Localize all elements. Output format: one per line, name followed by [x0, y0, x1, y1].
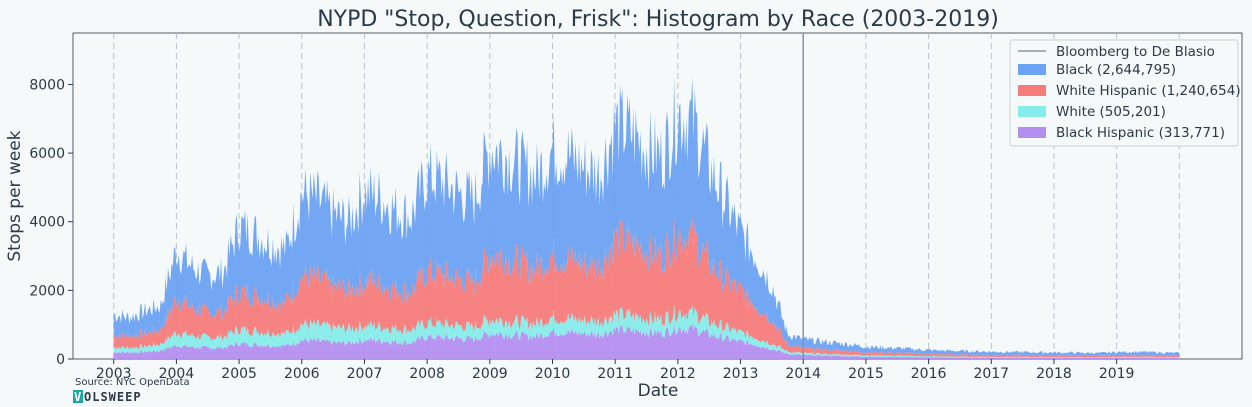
source-note: Source: NYC OpenData: [75, 377, 190, 388]
x-tick-label: 2005: [221, 366, 257, 382]
x-tick-label: 2016: [911, 366, 947, 382]
area-series-1: [113, 304, 1180, 359]
y-tick-label: 6000: [29, 146, 65, 162]
y-axis-ticks: 0 2000 4000 6000 8000: [29, 77, 73, 368]
y-tick-label: 2000: [29, 283, 65, 299]
y-axis-label: Stops per week: [5, 130, 25, 261]
y-tick-label: 8000: [29, 77, 65, 93]
x-tick-label: 2004: [159, 366, 195, 382]
brand-logo-text: OLSWEEP: [84, 390, 142, 404]
area-series-2: [113, 213, 1180, 358]
legend-swatch: [1018, 106, 1046, 117]
x-tick-label: 2019: [1099, 366, 1135, 382]
x-tick-label: 2012: [660, 366, 696, 382]
legend-label: Black Hispanic (313,771): [1056, 125, 1225, 141]
area-series-0: [113, 323, 1180, 359]
legend-swatch: [1018, 85, 1046, 96]
legend-label: Black (2,644,795): [1056, 62, 1176, 78]
x-tick-label: 2018: [1036, 366, 1072, 382]
x-tick-label: 2015: [848, 366, 884, 382]
x-tick-label: 2007: [347, 366, 383, 382]
x-tick-label: 2009: [472, 366, 508, 382]
legend-line-label: Bloomberg to De Blasio: [1056, 44, 1215, 60]
stacked-areas: [113, 75, 1180, 359]
x-tick-label: 2014: [785, 366, 821, 382]
legend-swatch: [1018, 127, 1046, 138]
legend-box: [1009, 39, 1239, 147]
x-axis-label: Date: [638, 381, 679, 401]
legend-label: White (505,201): [1056, 104, 1166, 120]
x-tick-label: 2011: [597, 366, 633, 382]
chart-title: NYPD "Stop, Question, Frisk": Histogram …: [317, 7, 999, 32]
legend-swatch: [1018, 64, 1046, 75]
x-tick-label: 2017: [973, 366, 1009, 382]
legend: Bloomberg to De Blasio Black (2,644,795)…: [1009, 39, 1241, 147]
y-tick-label: 0: [56, 352, 65, 368]
x-tick-label: 2003: [96, 366, 132, 382]
brand-logo-initial: V: [74, 390, 82, 404]
area-series-3: [113, 75, 1180, 357]
brand-logo-mark: [73, 390, 83, 403]
x-tick-label: 2010: [535, 366, 571, 382]
x-tick-label: 2013: [723, 366, 759, 382]
y-tick-label: 4000: [29, 215, 65, 231]
x-tick-label: 2008: [409, 366, 445, 382]
x-axis-ticks: 2003 2004 2005 2006 2007 2008 2009 2010 2011 2012…: [96, 359, 1135, 382]
legend-label: White Hispanic (1,240,654): [1056, 83, 1241, 99]
x-tick-label: 2006: [284, 366, 320, 382]
